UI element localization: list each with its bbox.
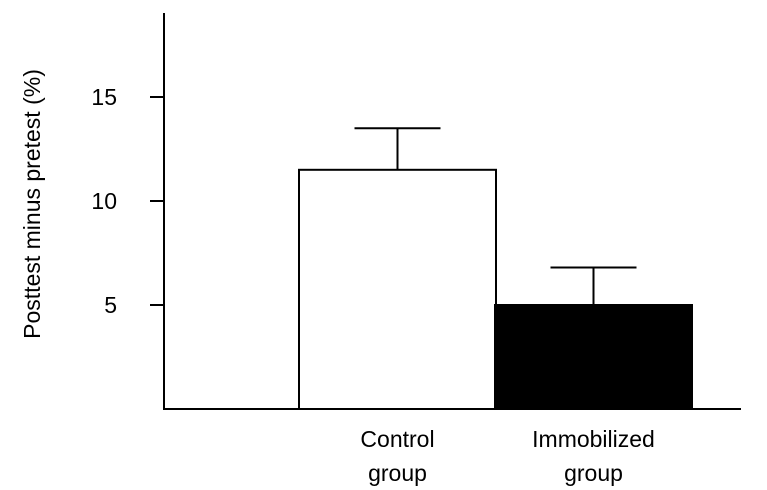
- y-tick-label: 15: [91, 84, 117, 110]
- axes: [163, 13, 741, 410]
- x-axis-category-labels: Control group Immobilized group: [360, 426, 654, 486]
- error-bars: [354, 127, 637, 305]
- error-bar: [550, 266, 637, 305]
- x-category-label: Control group: [360, 426, 434, 486]
- y-tick-label: 10: [91, 188, 117, 214]
- x-category-label-line: group: [368, 460, 427, 486]
- x-category-label: Immobilized group: [532, 426, 655, 486]
- bar: [298, 168, 497, 410]
- y-axis-ticks: 5 10 15: [91, 84, 164, 318]
- x-category-label-line: Immobilized: [532, 426, 655, 452]
- bars: [298, 168, 693, 410]
- bar: [494, 304, 693, 410]
- error-bar: [354, 127, 441, 170]
- x-category-label-line: Control: [360, 426, 434, 452]
- y-tick-label: 5: [104, 292, 117, 318]
- x-category-label-line: group: [564, 460, 623, 486]
- y-axis-title: Posttest minus pretest (%): [19, 69, 45, 339]
